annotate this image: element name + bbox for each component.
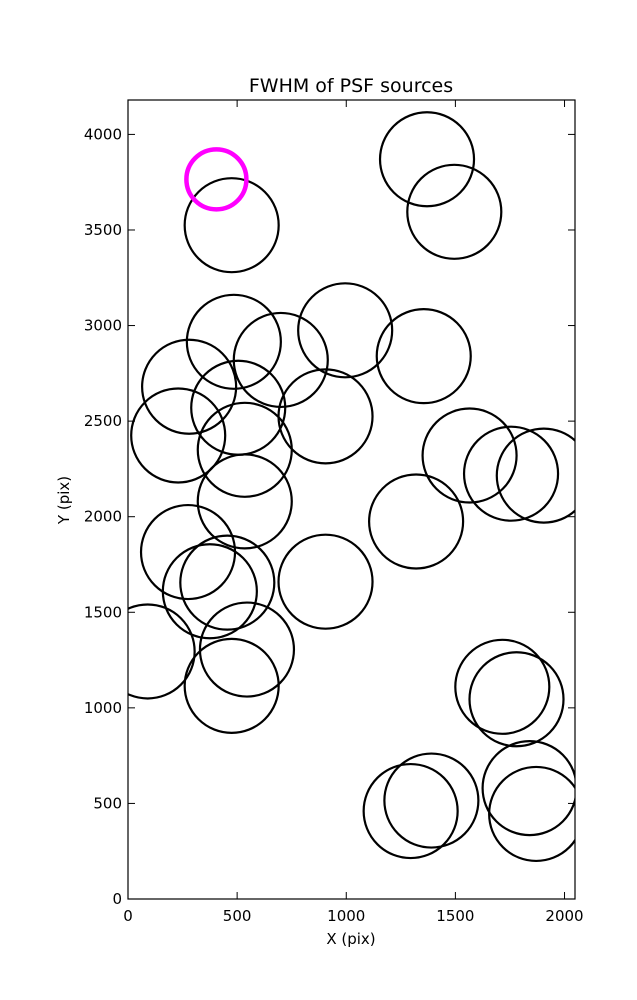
x-tick-label-1000: 1000 xyxy=(327,907,365,925)
y-tick-label-2000: 2000 xyxy=(84,508,122,526)
y-tick-label-3000: 3000 xyxy=(84,317,122,335)
psf-source-circle-6 xyxy=(297,282,394,379)
psf-source-circle-15 xyxy=(495,427,575,524)
x-axis-label: X (pix) xyxy=(326,930,375,948)
psf-source-circle-25 xyxy=(454,638,551,735)
psf-source-circle-13 xyxy=(421,407,518,504)
psf-source-circle-5 xyxy=(232,311,329,409)
psf-source-circle-27 xyxy=(383,752,480,849)
psf-source-circle-3 xyxy=(183,177,280,274)
psf-source-circle-17 xyxy=(368,473,465,570)
psf-source-circle-11 xyxy=(130,387,227,484)
psf-source-circle-21 xyxy=(277,533,374,630)
psf-source-circle-2 xyxy=(406,163,503,260)
x-tick-label-0: 0 xyxy=(123,907,133,925)
y-tick-label-1500: 1500 xyxy=(84,603,122,621)
psf-source-circle-23 xyxy=(198,601,296,698)
y-axis-label: Y (pix) xyxy=(55,476,73,525)
psf-source-circle-8 xyxy=(141,338,238,435)
psf-source-circle-26 xyxy=(468,651,565,748)
psf-source-circle-20 xyxy=(161,543,258,640)
psf-source-circle-1 xyxy=(378,111,476,208)
psf-source-circle-12 xyxy=(196,401,293,498)
psf-source-circle-28 xyxy=(362,762,459,860)
x-tick-label-1500: 1500 xyxy=(436,907,474,925)
psf-source-circle-7 xyxy=(375,308,472,405)
psf-source-circle-22 xyxy=(128,603,196,700)
y-tick-label-2500: 2500 xyxy=(84,412,122,430)
x-tick-label-2000: 2000 xyxy=(545,907,583,925)
y-tick-label-4000: 4000 xyxy=(84,125,122,143)
psf-source-circle-30 xyxy=(488,765,575,863)
x-tick-label-500: 500 xyxy=(223,907,252,925)
highlight-circle xyxy=(184,147,249,212)
chart-title: FWHM of PSF sources xyxy=(249,75,453,97)
y-tick-label-3500: 3500 xyxy=(84,221,122,239)
y-tick-label-500: 500 xyxy=(93,794,122,812)
ticks-layer: 0 500 1000 1500 2000 0 500 1000 1500 2000 2500 3000… xyxy=(84,100,584,925)
y-tick-label-0: 0 xyxy=(112,890,122,908)
psf-source-circle-24 xyxy=(183,637,280,734)
points-layer xyxy=(128,111,575,863)
psf-source-circle-29 xyxy=(481,740,575,837)
plot-frame xyxy=(127,99,576,900)
psf-source-circle-4 xyxy=(185,293,282,390)
psf-source-circle-9 xyxy=(190,359,287,456)
psf-source-circle-14 xyxy=(462,425,560,522)
y-tick-label-1000: 1000 xyxy=(84,699,122,717)
psf-source-circle-16 xyxy=(196,453,293,550)
psf-source-circle-18 xyxy=(139,503,237,601)
psf-source-circle-19 xyxy=(179,534,276,631)
